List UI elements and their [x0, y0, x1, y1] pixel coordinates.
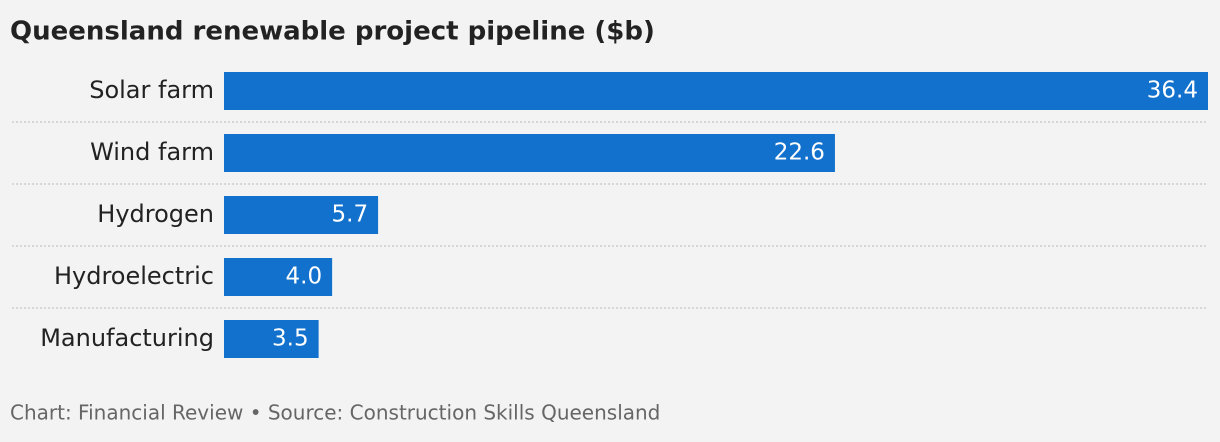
category-label: Solar farm [89, 76, 214, 104]
value-label: 4.0 [286, 264, 323, 290]
category-label: Hydroelectric [54, 262, 214, 290]
value-label: 3.5 [272, 326, 309, 352]
value-label: 36.4 [1147, 78, 1198, 104]
bar [224, 196, 379, 234]
bar [224, 134, 835, 172]
value-label: 22.6 [774, 140, 825, 166]
bar [224, 258, 333, 296]
category-label: Manufacturing [40, 324, 214, 352]
value-label: 5.7 [332, 202, 369, 228]
bar [224, 72, 1208, 110]
category-label: Wind farm [90, 138, 214, 166]
source: Chart: Financial Review • Source: Constr… [10, 401, 660, 425]
bar [224, 320, 319, 358]
chart-title: Queensland renewable project pipeline ($… [10, 17, 655, 47]
category-label: Hydrogen [97, 200, 214, 228]
